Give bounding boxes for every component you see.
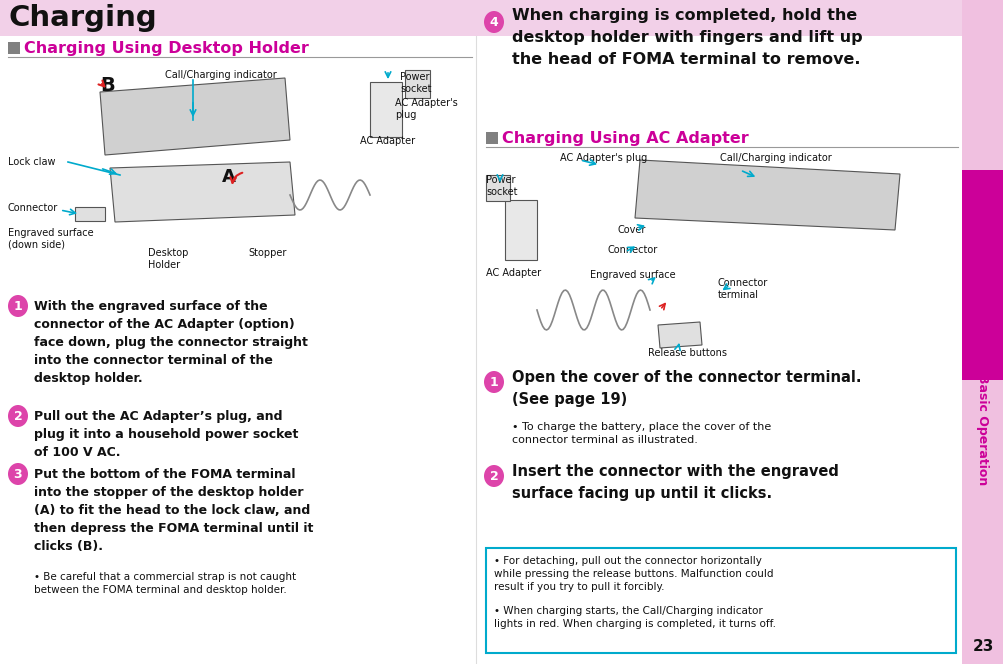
Text: 4: 4 — [489, 15, 497, 29]
Text: AC Adapter: AC Adapter — [360, 136, 414, 146]
Text: Pull out the AC Adapter’s plug, and
plug it into a household power socket
of 100: Pull out the AC Adapter’s plug, and plug… — [34, 410, 298, 459]
Bar — [404, 70, 429, 98]
Ellipse shape — [483, 465, 504, 487]
Text: Cover: Cover — [618, 225, 646, 235]
Ellipse shape — [8, 405, 28, 427]
Ellipse shape — [8, 463, 28, 485]
Polygon shape — [634, 160, 899, 230]
Text: AC Adapter: AC Adapter — [485, 268, 541, 278]
Text: Connector
terminal: Connector terminal — [717, 278, 767, 299]
Text: 2: 2 — [489, 469, 497, 483]
Text: Power
socket: Power socket — [485, 175, 517, 197]
Text: A: A — [222, 168, 236, 186]
Bar — [505, 200, 537, 260]
Text: 2: 2 — [14, 410, 22, 422]
Text: Engraved surface
(down side): Engraved surface (down side) — [8, 228, 93, 250]
FancyBboxPatch shape — [485, 548, 955, 653]
Text: Connector: Connector — [608, 245, 658, 255]
Text: • To charge the battery, place the cover of the
connector terminal as illustrate: • To charge the battery, place the cover… — [512, 422, 770, 445]
Polygon shape — [657, 322, 701, 348]
Bar — [961, 170, 1003, 380]
Bar — [485, 132, 497, 144]
Ellipse shape — [483, 11, 504, 33]
Text: With the engraved surface of the
connector of the AC Adapter (option)
face down,: With the engraved surface of the connect… — [34, 300, 308, 385]
Text: AC Adapter's plug: AC Adapter's plug — [560, 153, 647, 163]
Text: Charging Using AC Adapter: Charging Using AC Adapter — [502, 131, 748, 145]
Text: Open the cover of the connector terminal.
(See page 19): Open the cover of the connector terminal… — [512, 370, 861, 407]
Text: 23: 23 — [971, 639, 993, 654]
Text: Basic Operation: Basic Operation — [976, 374, 989, 485]
Text: Engraved surface: Engraved surface — [590, 270, 675, 280]
Bar — [0, 0, 961, 36]
Text: 1: 1 — [489, 376, 497, 388]
Ellipse shape — [483, 371, 504, 393]
Bar — [485, 175, 510, 201]
Text: Call/Charging indicator: Call/Charging indicator — [719, 153, 830, 163]
Text: • Be careful that a commercial strap is not caught
between the FOMA terminal and: • Be careful that a commercial strap is … — [34, 572, 296, 595]
Bar — [370, 82, 401, 137]
Text: • For detaching, pull out the connector horizontally
while pressing the release : • For detaching, pull out the connector … — [493, 556, 772, 592]
Bar — [8, 42, 20, 54]
Text: 3: 3 — [14, 467, 22, 481]
Polygon shape — [110, 162, 295, 222]
Text: Desktop
Holder: Desktop Holder — [147, 248, 189, 270]
Bar — [961, 0, 1003, 664]
Text: Power
socket: Power socket — [399, 72, 431, 94]
Text: AC Adapter's
plug: AC Adapter's plug — [394, 98, 457, 120]
Text: Stopper: Stopper — [248, 248, 286, 258]
Text: Charging Using Desktop Holder: Charging Using Desktop Holder — [24, 41, 309, 56]
Text: Call/Charging indicator: Call/Charging indicator — [164, 70, 277, 80]
Text: 1: 1 — [14, 299, 22, 313]
Text: Insert the connector with the engraved
surface facing up until it clicks.: Insert the connector with the engraved s… — [512, 464, 839, 501]
Text: • When charging starts, the Call/Charging indicator
lights in red. When charging: • When charging starts, the Call/Chargin… — [493, 606, 775, 629]
Text: Lock claw: Lock claw — [8, 157, 55, 167]
Ellipse shape — [8, 295, 28, 317]
Text: B: B — [100, 76, 114, 95]
Text: Charging: Charging — [8, 4, 156, 32]
Polygon shape — [100, 78, 290, 155]
Bar — [75, 207, 105, 221]
Text: Put the bottom of the FOMA terminal
into the stopper of the desktop holder
(A) t: Put the bottom of the FOMA terminal into… — [34, 468, 313, 553]
Text: Connector: Connector — [8, 203, 58, 213]
Text: Release buttons: Release buttons — [647, 348, 726, 358]
Text: When charging is completed, hold the
desktop holder with fingers and lift up
the: When charging is completed, hold the des… — [512, 8, 862, 68]
